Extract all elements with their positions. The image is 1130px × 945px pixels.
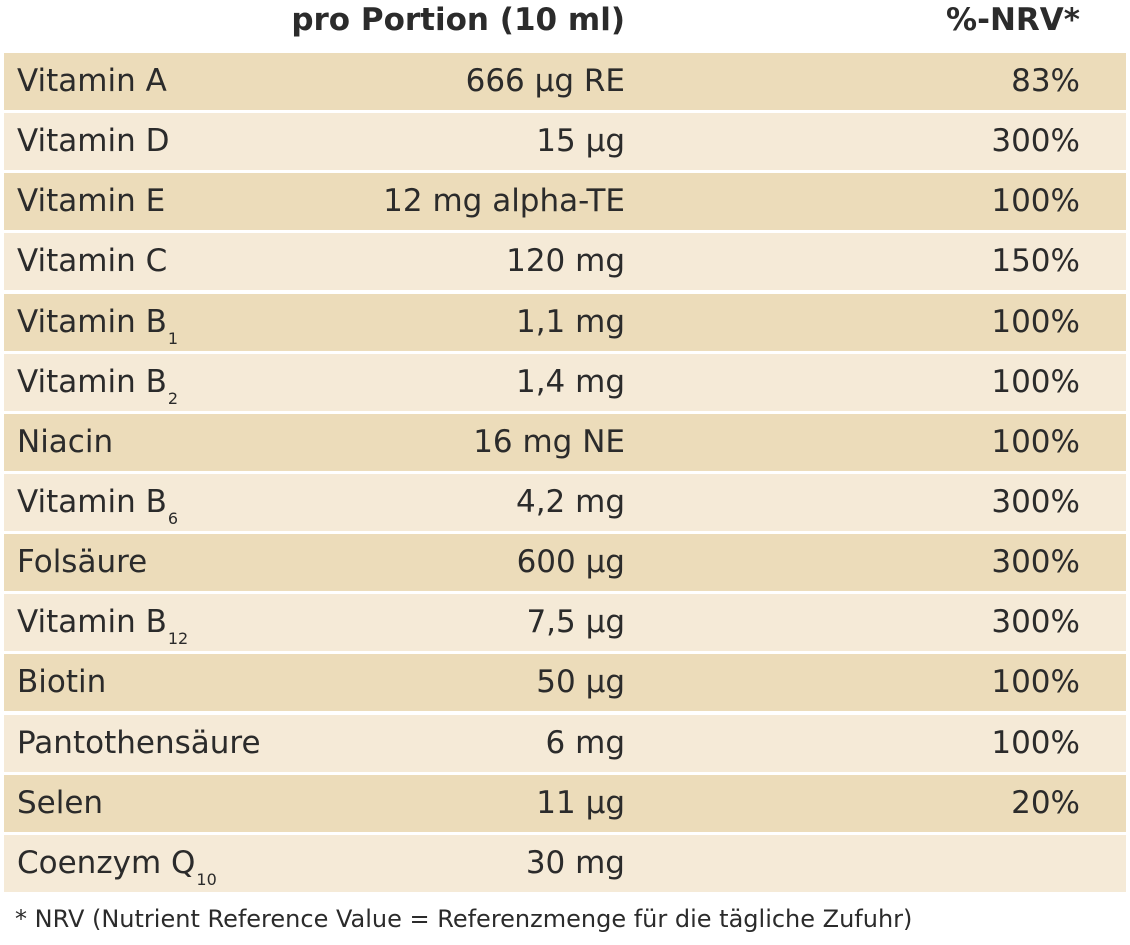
nutrient-name: Niacin — [17, 423, 114, 460]
nutrient-amount: 4,2 mg — [515, 483, 625, 520]
table-row: Vitamin D 15 µg 300% — [4, 113, 1126, 171]
nutrient-name: Vitamin C — [17, 243, 168, 280]
nutrient-amount: 1,4 mg — [515, 363, 625, 400]
nutrient-name: Vitamin B6 — [17, 483, 179, 528]
nutrient-name: Pantothensäure — [17, 724, 261, 761]
nutrient-amount: 1,1 mg — [515, 303, 625, 340]
table-row: Vitamin A 666 µg RE 83% — [4, 53, 1126, 110]
table-row: Vitamin B2 1,4 mg 100% — [4, 353, 1126, 411]
nutrient-amount: 7,5 µg — [526, 604, 625, 641]
nutrient-name: Folsäure — [17, 544, 148, 581]
nutrient-amount: 15 µg — [536, 123, 625, 160]
nutrient-name: Selen — [17, 784, 104, 821]
nutrient-amount: 30 mg — [525, 844, 625, 881]
nutrient-name: Vitamin D — [17, 123, 170, 160]
nutrient-amount: 666 µg RE — [465, 63, 625, 99]
nutrient-name: Vitamin A — [17, 63, 167, 99]
nutrient-nrv: 300% — [991, 604, 1080, 641]
nutrient-nrv: 100% — [991, 423, 1080, 460]
nutrient-amount: 16 mg NE — [473, 423, 625, 460]
table-row: Pantothensäure 6 mg 100% — [4, 714, 1126, 772]
nutrient-nrv: 150% — [991, 243, 1080, 280]
nutrient-name: Vitamin B2 — [17, 363, 179, 408]
table-row: Vitamin E 12 mg alpha-TE 100% — [4, 173, 1126, 231]
nutrient-amount: 50 µg — [536, 664, 625, 701]
table-row: Coenzym Q10 30 mg — [4, 834, 1126, 892]
nutrient-amount: 12 mg alpha-TE — [383, 183, 625, 220]
nutrient-nrv: 100% — [991, 303, 1080, 340]
nutrient-nrv: 83% — [1011, 63, 1080, 99]
nutrient-name: Vitamin B1 — [17, 303, 179, 348]
nutrient-name: Coenzym Q10 — [17, 844, 217, 889]
column-header-portion: pro Portion (10 ml) — [291, 2, 625, 38]
nutrient-nrv: 100% — [991, 664, 1080, 701]
table-row: Niacin 16 mg NE 100% — [4, 413, 1126, 471]
nutrition-table: Vitamin A 666 µg RE 83% Vitamin D 15 µg … — [4, 53, 1126, 895]
nutrient-nrv: 100% — [991, 724, 1080, 761]
nutrient-amount: 11 µg — [536, 784, 625, 821]
table-row: Vitamin B12 7,5 µg 300% — [4, 594, 1126, 652]
nutrient-nrv: 300% — [991, 544, 1080, 581]
nutrient-amount: 6 mg — [545, 724, 625, 761]
nutrient-name: Vitamin E — [17, 183, 166, 220]
nutrient-nrv: 100% — [991, 183, 1080, 220]
nutrient-nrv: 100% — [991, 363, 1080, 400]
nutrient-nrv: 300% — [991, 483, 1080, 520]
table-row: Vitamin C 120 mg 150% — [4, 233, 1126, 291]
nutrient-name: Biotin — [17, 664, 107, 701]
table-row: Vitamin B6 4,2 mg 300% — [4, 473, 1126, 531]
nutrient-amount: 120 mg — [506, 243, 625, 280]
table-row: Biotin 50 µg 100% — [4, 654, 1126, 712]
nutrient-amount: 600 µg — [516, 544, 625, 581]
table-row: Selen 11 µg 20% — [4, 774, 1126, 832]
nutrient-name: Vitamin B12 — [17, 604, 189, 649]
table-row: Folsäure 600 µg 300% — [4, 534, 1126, 592]
table-header: pro Portion (10 ml) %-NRV* — [0, 0, 1130, 50]
nutrient-nrv: 20% — [1011, 784, 1080, 821]
nutrient-nrv: 300% — [991, 123, 1080, 160]
column-header-nrv: %-NRV* — [946, 2, 1080, 38]
table-row: Vitamin B1 1,1 mg 100% — [4, 293, 1126, 351]
footnote: * NRV (Nutrient Reference Value = Refere… — [15, 905, 913, 933]
